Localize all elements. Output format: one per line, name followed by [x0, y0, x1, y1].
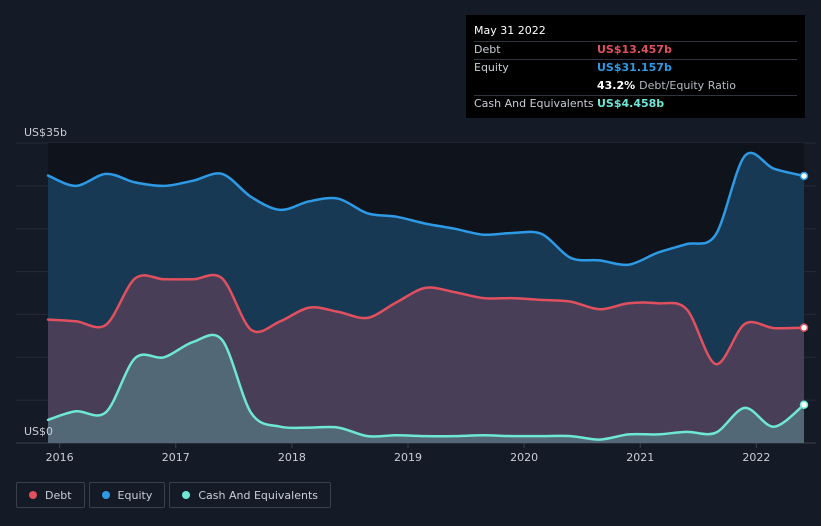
tooltip-row-equity: Equity US$31.157b	[474, 59, 797, 77]
legend-dot-debt-icon	[29, 491, 37, 499]
x-tick-label-2019: 2019	[394, 451, 422, 464]
end-markers	[799, 171, 809, 410]
tooltip-ratio-label: Debt/Equity Ratio	[639, 79, 736, 92]
end-marker-equity[interactable]	[799, 171, 809, 181]
legend-label-cash: Cash And Equivalents	[198, 488, 318, 502]
area-cash-and-equivalents	[48, 334, 804, 443]
series-lines	[46, 151, 806, 441]
line-debt	[46, 273, 806, 366]
y-tick-label-bottom: US$0	[24, 425, 53, 438]
tooltip-row-debt: Debt US$13.457b	[474, 41, 797, 59]
tooltip-equity-value: US$31.157b	[597, 61, 672, 74]
tooltip-row-cash: Cash And Equivalents US$4.458b	[474, 95, 797, 113]
legend-label-equity: Equity	[117, 488, 153, 502]
tooltip-equity-label: Equity	[474, 61, 509, 74]
tooltip-cash-label: Cash And Equivalents	[474, 97, 594, 110]
area-debt	[48, 274, 804, 443]
x-tick-label-2020: 2020	[510, 451, 538, 464]
legend-label-debt: Debt	[45, 488, 72, 502]
plot-background	[48, 143, 804, 443]
tooltip-row-ratio: 43.2% Debt/Equity Ratio	[474, 77, 797, 95]
line-equity	[46, 151, 806, 267]
legend-dot-equity-icon	[101, 491, 110, 499]
legend-item-debt[interactable]: Debt	[16, 482, 85, 508]
x-tick-label-2022: 2022	[742, 451, 770, 464]
x-tick-label-2016: 2016	[46, 451, 74, 464]
tooltip-cash-value: US$4.458b	[597, 97, 665, 110]
end-marker-cash-and-equivalents[interactable]	[799, 400, 809, 410]
legend-item-cash[interactable]: Cash And Equivalents	[169, 482, 331, 508]
tooltip-debt-value: US$13.457b	[597, 43, 672, 56]
tooltip-ratio-value: 43.2%	[597, 79, 636, 92]
x-tick-label-2018: 2018	[278, 451, 306, 464]
x-axis-ticks: 2016 2017 2018 2019 2020 2021 2022	[46, 443, 770, 464]
series-areas	[48, 143, 804, 443]
legend-dot-cash-icon	[182, 491, 191, 499]
x-tick-label-2017: 2017	[162, 451, 190, 464]
line-cash-and-equivalents	[46, 333, 806, 441]
y-tick-label-top: US$35b	[24, 126, 67, 139]
end-marker-debt[interactable]	[799, 323, 809, 332]
legend: Debt Equity Cash And Equivalents	[16, 482, 335, 508]
area-equity	[48, 152, 804, 443]
legend-item-equity[interactable]: Equity	[88, 482, 166, 508]
tooltip-date: May 31 2022	[474, 24, 546, 37]
tooltip-panel: May 31 2022 Debt US$13.457b Equity US$31…	[466, 15, 805, 118]
x-tick-label-2021: 2021	[626, 451, 654, 464]
tooltip-debt-label: Debt	[474, 43, 501, 56]
